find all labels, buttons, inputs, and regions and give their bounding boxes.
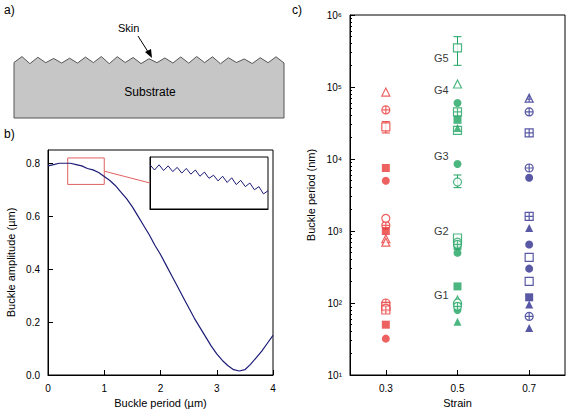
- svg-text:10¹: 10¹: [328, 370, 343, 381]
- svg-text:10³: 10³: [328, 226, 343, 237]
- svg-text:b): b): [4, 127, 15, 141]
- svg-text:Strain: Strain: [443, 397, 472, 409]
- svg-text:Buckle period (nm): Buckle period (nm): [305, 149, 317, 241]
- svg-text:10⁴: 10⁴: [327, 154, 342, 165]
- svg-text:2: 2: [158, 383, 164, 394]
- svg-text:0.5: 0.5: [451, 383, 465, 394]
- svg-text:c): c): [292, 3, 302, 17]
- svg-text:3: 3: [214, 383, 220, 394]
- svg-text:0.6: 0.6: [26, 211, 40, 222]
- svg-text:0.4: 0.4: [26, 264, 40, 275]
- svg-text:G2: G2: [434, 225, 449, 237]
- svg-text:0.8: 0.8: [26, 158, 40, 169]
- svg-text:a): a): [4, 3, 15, 17]
- svg-text:G4: G4: [434, 84, 449, 96]
- svg-text:0.0: 0.0: [26, 370, 40, 381]
- svg-text:10⁵: 10⁵: [327, 82, 342, 93]
- svg-text:Substrate: Substrate: [124, 85, 176, 99]
- svg-text:10²: 10²: [328, 298, 343, 309]
- svg-text:0: 0: [45, 383, 51, 394]
- svg-text:G5: G5: [434, 52, 449, 64]
- svg-text:Buckle period (µm): Buckle period (µm): [114, 397, 207, 409]
- svg-text:G3: G3: [434, 150, 449, 162]
- svg-text:1: 1: [101, 383, 107, 394]
- svg-text:G1: G1: [434, 289, 449, 301]
- svg-text:4: 4: [270, 383, 276, 394]
- svg-text:Buckle amplitude (µm): Buckle amplitude (µm): [5, 208, 17, 318]
- svg-text:0.2: 0.2: [26, 317, 40, 328]
- svg-text:0.7: 0.7: [522, 383, 536, 394]
- svg-text:Skin: Skin: [118, 22, 139, 34]
- svg-text:10⁶: 10⁶: [327, 10, 342, 21]
- svg-text:0.3: 0.3: [379, 383, 393, 394]
